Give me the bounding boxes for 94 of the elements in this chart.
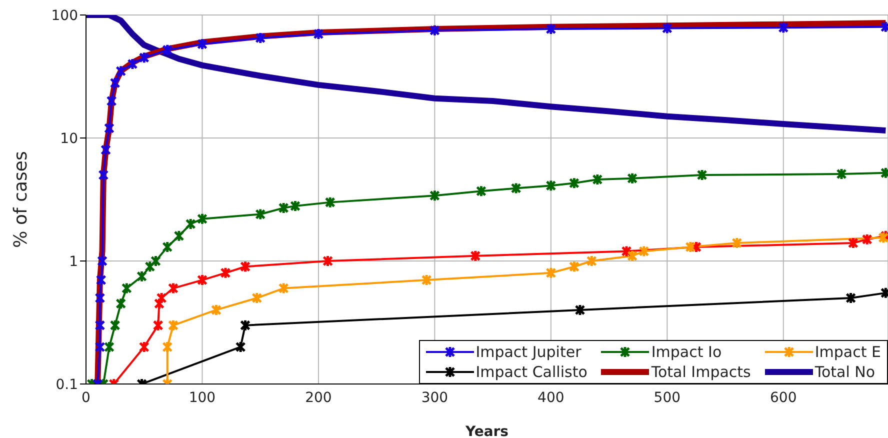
point [96, 274, 106, 286]
point [255, 32, 266, 44]
point [168, 282, 178, 295]
point [196, 212, 208, 226]
y-axis-title: % of cases [10, 151, 32, 248]
point [862, 233, 872, 246]
point [152, 319, 164, 332]
point [574, 304, 586, 316]
point [162, 340, 173, 354]
point [106, 94, 117, 108]
point [627, 172, 638, 185]
point [732, 236, 742, 250]
point [546, 22, 556, 36]
point [220, 266, 231, 280]
point [94, 319, 106, 332]
x-axis-title: Years [464, 424, 509, 438]
point [136, 270, 148, 283]
point [429, 189, 440, 202]
point [240, 260, 250, 273]
point [638, 245, 650, 258]
point [196, 274, 208, 286]
point [546, 266, 556, 280]
point [476, 184, 486, 198]
point [104, 122, 114, 135]
point [586, 254, 597, 268]
point [568, 176, 580, 190]
x-tick-label: 200 [305, 390, 332, 406]
point [510, 182, 522, 195]
point [278, 202, 289, 214]
point [156, 292, 167, 304]
point [778, 21, 789, 34]
y-tick-label: 0.1 [56, 376, 78, 393]
point [174, 230, 184, 242]
point [144, 260, 156, 273]
x-tick-label: 300 [421, 390, 448, 406]
point [116, 64, 126, 78]
point [154, 297, 164, 310]
point [470, 250, 481, 262]
point [116, 297, 126, 310]
point [592, 173, 603, 186]
point [240, 319, 250, 332]
point [313, 28, 324, 40]
point [110, 319, 120, 332]
y-tick-label: 10 [60, 130, 78, 147]
point [162, 44, 173, 56]
point [627, 250, 638, 262]
point [210, 304, 222, 316]
point [421, 274, 432, 286]
legend-label: Impact Io [651, 343, 722, 361]
point [196, 38, 208, 50]
point [324, 196, 336, 209]
y-tick-label: 1 [69, 254, 78, 270]
point [429, 24, 440, 37]
point [110, 76, 120, 90]
point [621, 245, 632, 258]
point [848, 236, 858, 250]
point [97, 254, 108, 268]
point [104, 340, 114, 354]
point [94, 292, 106, 304]
point [255, 208, 266, 220]
point [168, 319, 178, 332]
point [94, 340, 106, 354]
x-tick-label: 400 [538, 390, 564, 406]
legend-label: Impact Callisto [476, 363, 588, 381]
point [162, 240, 173, 254]
point [846, 292, 856, 304]
point [150, 254, 161, 268]
legend-label: Impact Jupiter [476, 343, 582, 361]
point [138, 340, 150, 354]
x-tick-label: 600 [770, 390, 797, 406]
x-tick-label: 0 [82, 390, 90, 406]
point [278, 282, 289, 295]
point [662, 22, 672, 35]
point [546, 179, 556, 192]
point [290, 200, 300, 212]
point [696, 168, 708, 182]
point [138, 51, 150, 64]
legend-label: Total No [814, 363, 876, 381]
legend-label: Impact E [814, 343, 881, 361]
x-tick-label: 100 [188, 390, 216, 406]
point [836, 168, 847, 180]
point [98, 168, 109, 182]
point [322, 254, 334, 268]
y-tick-label: 100 [51, 8, 78, 24]
point [185, 218, 196, 230]
legend-label: Total Impacts [651, 363, 751, 381]
point [235, 340, 246, 354]
point [100, 144, 112, 156]
point [252, 292, 262, 304]
x-tick-label: 500 [654, 390, 681, 406]
point [127, 58, 138, 70]
point [121, 282, 132, 295]
point [685, 240, 696, 254]
point [568, 260, 580, 273]
